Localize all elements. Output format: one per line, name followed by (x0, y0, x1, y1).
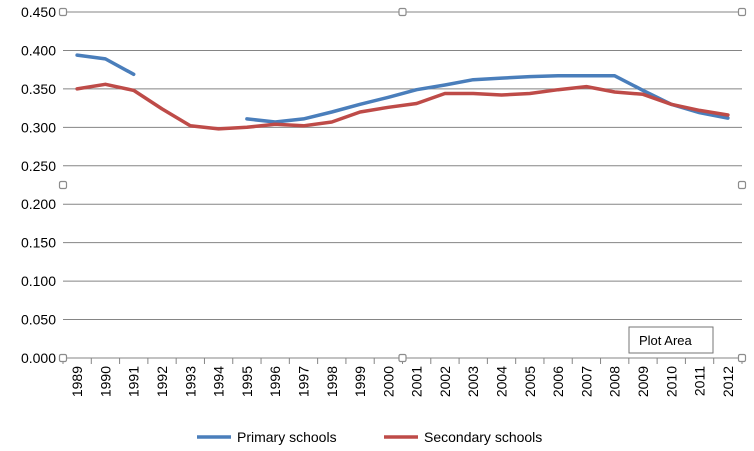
x-tick-label: 2009 (635, 366, 651, 397)
y-tick-label: 0.400 (21, 42, 56, 58)
y-tick-label: 0.000 (21, 350, 56, 366)
plot-area-tooltip: Plot Area (628, 326, 714, 354)
series-secondary-schools (75, 82, 730, 131)
y-axis-tick-labels: 0.000 0.050 0.100 0.150 0.200 0.250 0.300 0.350… (21, 4, 56, 366)
selection-handle[interactable] (398, 353, 407, 363)
x-tick-label: 2012 (720, 366, 736, 397)
x-axis (62, 358, 743, 364)
y-tick-label: 0.050 (21, 312, 56, 328)
y-tick-label: 0.150 (21, 235, 56, 251)
x-tick-label: 1991 (126, 366, 142, 397)
y-tick-label: 0.300 (21, 119, 56, 135)
x-tick-label: 1996 (267, 366, 283, 397)
series-primary-schools (75, 53, 730, 124)
x-tick-label: 2010 (663, 366, 679, 397)
selection-handle[interactable] (737, 353, 747, 363)
x-axis-tick-labels: 1989 1990 1991 1992 1993 1994 1995 1996 1997 1998… (69, 366, 736, 397)
x-tick-label: 2011 (692, 366, 708, 396)
x-tick-label: 2006 (550, 366, 566, 397)
x-tick-label: 1995 (239, 366, 255, 397)
y-tick-label: 0.450 (21, 4, 56, 20)
y-tick-label: 0.350 (21, 81, 56, 97)
selection-handle[interactable] (398, 7, 407, 17)
x-tick-label: 1997 (295, 366, 311, 397)
x-tick-label: 1999 (352, 366, 368, 397)
x-tick-label: 1992 (154, 366, 170, 397)
x-tick-label: 1989 (69, 366, 85, 397)
x-tick-label: 2001 (409, 366, 425, 397)
x-tick-label: 2002 (437, 366, 453, 397)
legend-label: Secondary schools (424, 429, 542, 445)
legend-label: Primary schools (237, 429, 337, 445)
x-tick-label: 1990 (97, 366, 113, 397)
series-lines (75, 53, 730, 131)
x-tick-label: 2004 (494, 366, 510, 397)
x-tick-label: 1993 (182, 366, 198, 397)
selection-handle[interactable] (58, 353, 68, 363)
x-tick-label: 2003 (465, 366, 481, 397)
y-tick-label: 0.250 (21, 158, 56, 174)
x-tick-label: 2007 (578, 366, 594, 397)
plot-area-selection-handles[interactable] (58, 7, 747, 363)
x-tick-label: 1994 (211, 366, 227, 397)
y-tick-label: 0.200 (21, 196, 56, 212)
x-tick-label: 2008 (607, 366, 623, 397)
series-line (245, 74, 730, 124)
series-line (75, 53, 136, 77)
gridlines (63, 11, 742, 359)
y-tick-label: 0.100 (21, 273, 56, 289)
selection-handle[interactable] (737, 180, 747, 190)
x-tick-label: 1998 (324, 366, 340, 397)
legend: Primary schools Secondary schools (197, 429, 542, 445)
tooltip-box (628, 326, 714, 354)
selection-handle[interactable] (58, 7, 68, 17)
tooltip-label: Plot Area (639, 333, 693, 348)
selection-handle[interactable] (58, 180, 68, 190)
x-tick-label: 2000 (380, 366, 396, 397)
x-tick-label: 2005 (522, 366, 538, 397)
selection-handle[interactable] (737, 7, 747, 17)
series-line (75, 82, 730, 131)
